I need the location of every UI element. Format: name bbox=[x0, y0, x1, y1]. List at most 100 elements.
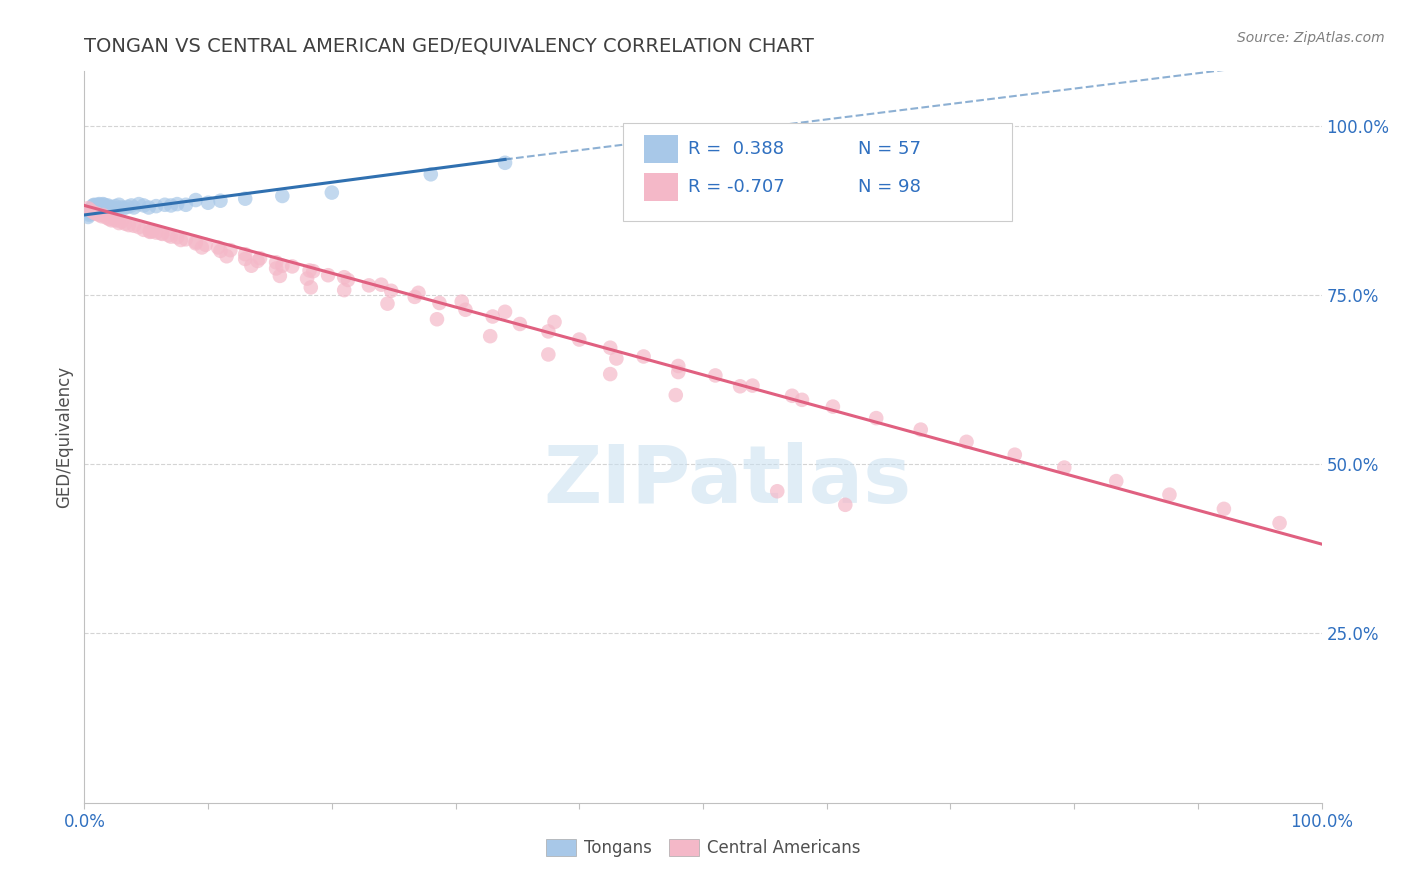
Point bbox=[209, 194, 232, 208]
Point bbox=[79, 203, 101, 218]
Point bbox=[82, 200, 104, 214]
Point bbox=[110, 201, 132, 215]
Point bbox=[160, 229, 183, 244]
Point bbox=[89, 203, 111, 218]
Point bbox=[233, 192, 256, 206]
Point bbox=[91, 208, 114, 222]
Point bbox=[139, 224, 162, 238]
Point bbox=[83, 200, 105, 214]
Point bbox=[910, 423, 932, 437]
Point bbox=[380, 284, 402, 298]
Point bbox=[82, 198, 104, 212]
Point bbox=[264, 255, 287, 269]
Point bbox=[166, 197, 188, 211]
Point bbox=[157, 228, 180, 243]
Point bbox=[86, 206, 108, 220]
Point bbox=[120, 198, 142, 212]
Point bbox=[145, 226, 167, 240]
Point bbox=[86, 202, 108, 217]
Point bbox=[821, 400, 844, 414]
Point bbox=[89, 198, 111, 212]
Point bbox=[209, 244, 232, 258]
Point bbox=[790, 392, 813, 407]
Point bbox=[295, 271, 318, 285]
Point bbox=[132, 223, 155, 237]
Point bbox=[84, 206, 107, 220]
Point bbox=[128, 220, 150, 235]
Point bbox=[481, 310, 503, 324]
Point bbox=[77, 206, 100, 220]
Point bbox=[1268, 516, 1291, 530]
Point bbox=[91, 200, 114, 214]
Point bbox=[704, 368, 727, 383]
Point bbox=[233, 247, 256, 261]
Point bbox=[108, 198, 131, 212]
Point bbox=[86, 201, 108, 215]
Point bbox=[132, 198, 155, 212]
Point bbox=[191, 240, 214, 254]
Text: Source: ZipAtlas.com: Source: ZipAtlas.com bbox=[1237, 31, 1385, 45]
Point bbox=[194, 237, 217, 252]
Point bbox=[207, 240, 229, 254]
Point bbox=[454, 302, 477, 317]
Point bbox=[122, 201, 145, 215]
Point bbox=[145, 199, 167, 213]
Point bbox=[494, 305, 516, 319]
Point bbox=[728, 379, 751, 393]
Point bbox=[1004, 448, 1026, 462]
Point bbox=[122, 219, 145, 233]
Point bbox=[97, 198, 120, 212]
Point bbox=[94, 199, 117, 213]
Point bbox=[93, 198, 115, 212]
Point bbox=[333, 283, 356, 297]
Point bbox=[89, 208, 111, 222]
Point bbox=[1212, 501, 1234, 516]
Point bbox=[246, 254, 269, 268]
Point bbox=[479, 329, 502, 343]
Point bbox=[543, 315, 565, 329]
Point bbox=[1053, 460, 1076, 475]
Point bbox=[370, 277, 392, 292]
Point bbox=[766, 484, 789, 499]
Point bbox=[89, 200, 111, 214]
Point bbox=[865, 411, 887, 425]
Point bbox=[219, 243, 242, 257]
Point bbox=[184, 235, 207, 249]
Point bbox=[197, 195, 219, 210]
Point bbox=[429, 296, 451, 310]
Point bbox=[104, 213, 127, 227]
Point bbox=[494, 156, 516, 170]
Point bbox=[426, 312, 449, 326]
Point bbox=[139, 225, 162, 239]
Point bbox=[110, 215, 132, 229]
Point bbox=[537, 347, 560, 361]
Point bbox=[281, 260, 304, 274]
Point bbox=[117, 200, 139, 214]
Legend: Tongans, Central Americans: Tongans, Central Americans bbox=[538, 832, 868, 864]
Point bbox=[377, 296, 399, 310]
Point bbox=[150, 227, 173, 241]
Point bbox=[299, 280, 322, 294]
Point bbox=[96, 211, 118, 225]
Point bbox=[90, 209, 112, 223]
Point bbox=[665, 388, 688, 402]
Point bbox=[298, 263, 321, 277]
Point bbox=[118, 218, 141, 232]
Point bbox=[404, 290, 426, 304]
Point bbox=[408, 285, 430, 300]
Point bbox=[89, 197, 111, 211]
Point bbox=[174, 232, 197, 246]
Point bbox=[240, 259, 263, 273]
Point bbox=[79, 208, 101, 222]
Point bbox=[166, 230, 188, 244]
Point bbox=[83, 198, 105, 212]
Point bbox=[104, 199, 127, 213]
Point bbox=[184, 236, 207, 251]
Point bbox=[86, 199, 108, 213]
Point bbox=[174, 198, 197, 212]
Point bbox=[599, 367, 621, 381]
Point bbox=[96, 201, 118, 215]
Text: TONGAN VS CENTRAL AMERICAN GED/EQUIVALENCY CORRELATION CHART: TONGAN VS CENTRAL AMERICAN GED/EQUIVALEN… bbox=[84, 37, 814, 56]
Point bbox=[80, 201, 103, 215]
Point bbox=[79, 203, 101, 218]
